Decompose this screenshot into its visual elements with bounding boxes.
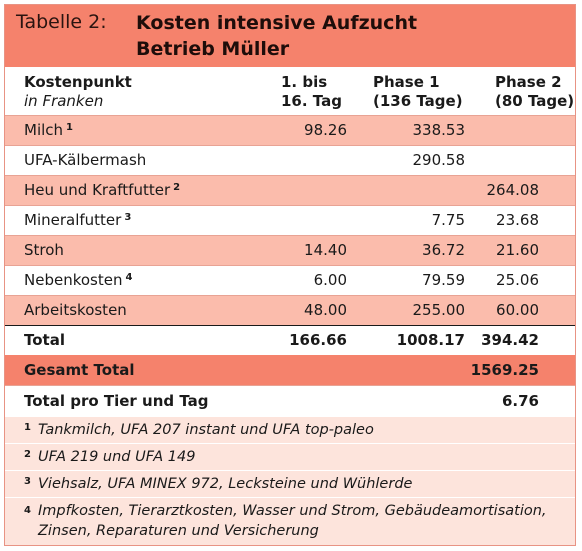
- cell-days: 48.00: [245, 294, 349, 325]
- header-col-phase2: Phase 2 (80 Tage): [469, 67, 575, 115]
- gesamt-value: 1569.25: [469, 355, 575, 385]
- header-days-line1: 1. bis: [281, 73, 328, 91]
- footnote-number: 4: [24, 504, 31, 516]
- footnote: 3 Viehsalz, UFA MINEX 972, Lecksteine und…: [5, 469, 575, 497]
- cell-phase1: 290.58: [349, 144, 469, 175]
- header-phase1-line1: Phase 1: [373, 73, 440, 91]
- cell-days: 6.00: [245, 264, 349, 295]
- total-phase2: 394.42: [469, 324, 575, 355]
- table-row: Heu und Kraftfutter 2 264.08: [5, 174, 575, 205]
- row-label: Stroh: [5, 234, 245, 265]
- cell-phase2: [469, 114, 575, 145]
- gesamt-total-row: Gesamt Total 1569.25: [5, 355, 575, 385]
- total-row: Total 166.66 1008.17 394.42: [5, 324, 575, 355]
- table-row: Nebenkosten 4 6.00 79.59 25.06: [5, 264, 575, 295]
- table-title-line2: Betrieb Müller: [136, 38, 290, 60]
- footnote: 4 Impfkosten, Tierarztkosten, Wasser und …: [5, 496, 575, 544]
- cell-phase1: 338.53: [349, 114, 469, 145]
- footnote-number: 2: [24, 448, 31, 460]
- footnote-number: 1: [24, 421, 31, 433]
- footnote: 2 UFA 219 und UFA 149: [5, 442, 575, 470]
- cell-days: [245, 204, 349, 235]
- pro-tier-label: Total pro Tier und Tag: [5, 384, 245, 416]
- header-phase2-line2: (80 Tage): [495, 92, 575, 110]
- cell-days: [245, 174, 349, 205]
- footnote-number: 3: [24, 475, 31, 487]
- table-row: Arbeitskosten 48.00 255.00 60.00: [5, 294, 575, 325]
- footnote-text-line1: Impfkosten, Tierarztkosten, Wasser und S…: [38, 502, 547, 519]
- row-label: Mineralfutter 3: [5, 204, 245, 235]
- cost-table: Kostenpunkt in Franken 1. bis 16. Tag Ph…: [5, 67, 575, 544]
- pro-tier-value: 6.76: [469, 384, 575, 416]
- table-title-line1: Kosten intensive Aufzucht: [136, 12, 418, 34]
- row-label: Nebenkosten 4: [5, 264, 245, 295]
- total-days: 166.66: [245, 324, 349, 355]
- table-row: UFA-Kälbermash 290.58: [5, 144, 575, 175]
- cell-days: [245, 144, 349, 175]
- cell-days: 14.40: [245, 234, 349, 265]
- header-col-phase1: Phase 1 (136 Tage): [349, 67, 469, 115]
- row-label: Milch 1: [5, 114, 245, 145]
- cell-phase2: 21.60: [469, 234, 575, 265]
- footnote: 1 Tankmilch, UFA 207 instant und UFA top-…: [5, 415, 575, 443]
- table-number: Tabelle 2:: [16, 11, 107, 33]
- cell-phase2: 264.08: [469, 174, 575, 205]
- cell-phase1: [349, 174, 469, 205]
- title-bar: Tabelle 2: Kosten intensive Aufzucht Bet…: [5, 5, 575, 67]
- header-unit: in Franken: [24, 92, 104, 110]
- cell-days: 98.26: [245, 114, 349, 145]
- table-header-row: Kostenpunkt in Franken 1. bis 16. Tag Ph…: [5, 67, 575, 115]
- footnote-text-line2: Zinsen, Reparaturen und Versicherung: [38, 522, 319, 539]
- header-col-days: 1. bis 16. Tag: [245, 67, 349, 115]
- total-phase1: 1008.17: [349, 324, 469, 355]
- cell-phase1: 36.72: [349, 234, 469, 265]
- header-days-line2: 16. Tag: [281, 92, 342, 110]
- cell-phase1: 255.00: [349, 294, 469, 325]
- table-title: Kosten intensive Aufzucht Betrieb Müller: [136, 10, 417, 62]
- footnote-text: Tankmilch, UFA 207 instant und UFA top-p…: [38, 421, 374, 438]
- table-frame: Tabelle 2: Kosten intensive Aufzucht Bet…: [4, 4, 576, 546]
- table-row: Mineralfutter 3 7.75 23.68: [5, 204, 575, 235]
- cell-phase2: [469, 144, 575, 175]
- cell-phase1: 7.75: [349, 204, 469, 235]
- footnote-ref: 2: [173, 182, 181, 193]
- row-label: UFA-Kälbermash: [5, 144, 245, 175]
- cell-phase2: 23.68: [469, 204, 575, 235]
- footnote-text: UFA 219 und UFA 149: [38, 448, 196, 465]
- cell-phase2: 60.00: [469, 294, 575, 325]
- cell-phase1: 79.59: [349, 264, 469, 295]
- table-row: Milch 1 98.26 338.53: [5, 114, 575, 145]
- header-phase1-line2: (136 Tage): [373, 92, 463, 110]
- pro-tier-row: Total pro Tier und Tag 6.76: [5, 384, 575, 416]
- footnote-text: Viehsalz, UFA MINEX 972, Lecksteine und …: [38, 475, 413, 492]
- footnote-ref: 1: [66, 122, 73, 133]
- footnote-ref: 3: [124, 212, 132, 223]
- row-label: Arbeitskosten: [5, 294, 245, 325]
- footnote-text: Impfkosten, Tierarztkosten, Wasser und S…: [38, 501, 547, 541]
- header-kostenpunkt-label: Kostenpunkt: [24, 73, 132, 91]
- table-row: Stroh 14.40 36.72 21.60: [5, 234, 575, 265]
- row-label: Heu und Kraftfutter 2: [5, 174, 245, 205]
- total-label: Total: [5, 324, 245, 355]
- cell-phase2: 25.06: [469, 264, 575, 295]
- header-kostenpunkt: Kostenpunkt in Franken: [5, 67, 245, 115]
- footnote-ref: 4: [125, 272, 133, 283]
- gesamt-label: Gesamt Total: [5, 355, 245, 385]
- header-phase2-line1: Phase 2: [495, 73, 562, 91]
